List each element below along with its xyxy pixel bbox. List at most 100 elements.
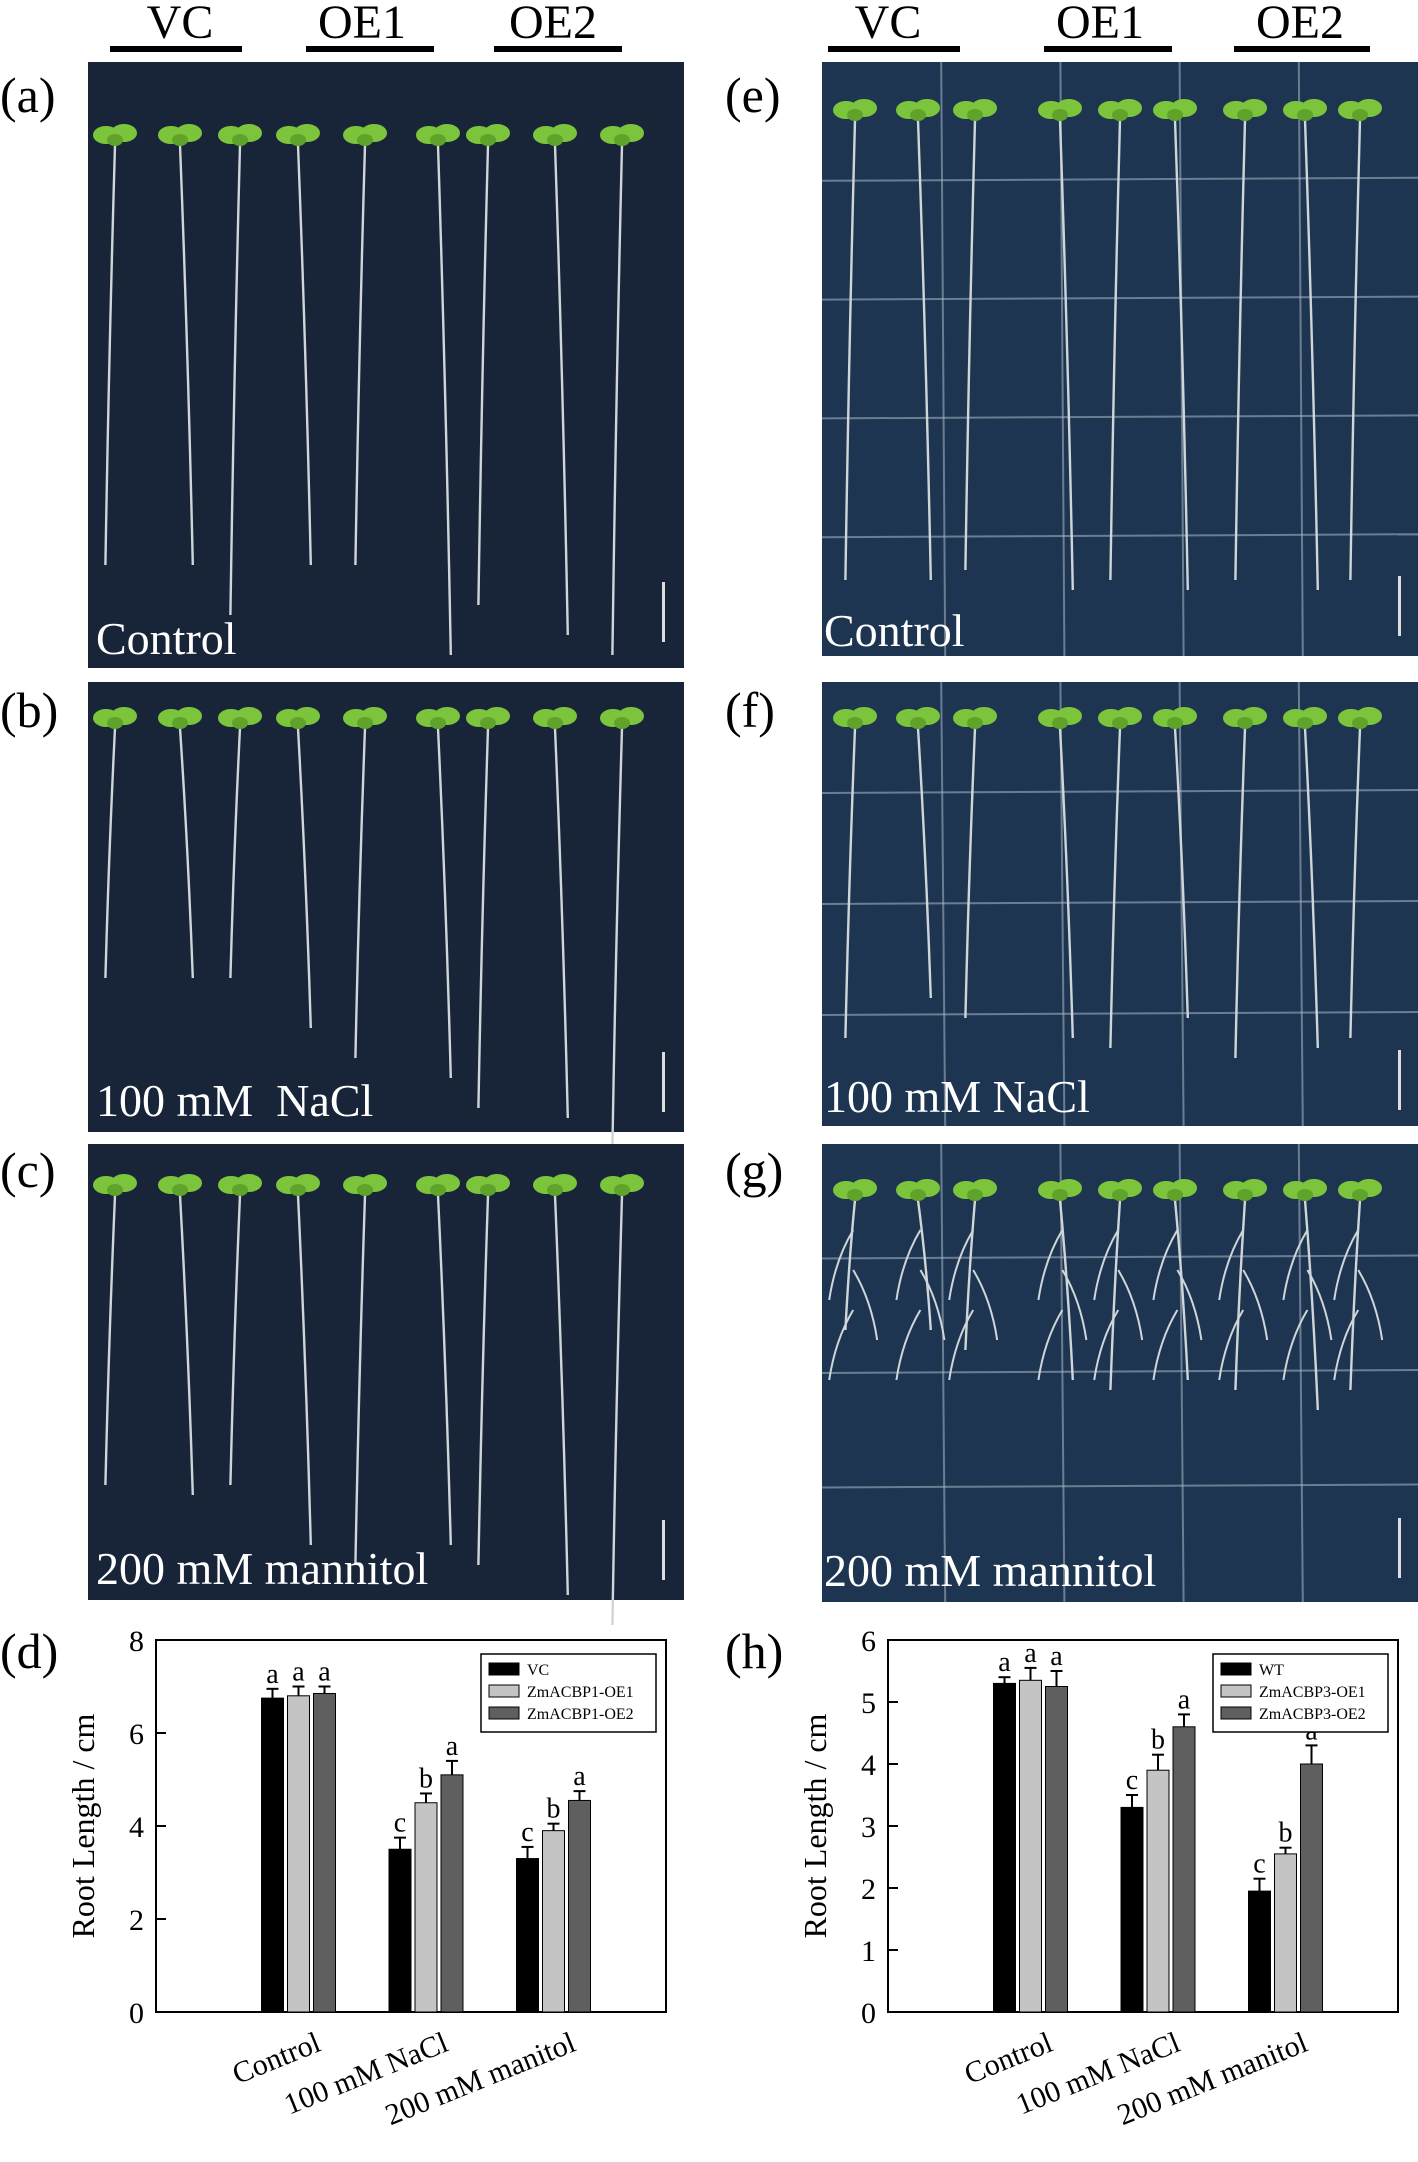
seedling-root bbox=[296, 1194, 312, 1546]
seedling-root bbox=[477, 144, 490, 606]
seedling-root bbox=[178, 1194, 194, 1496]
bar bbox=[1274, 1853, 1297, 2013]
seedling-leaf bbox=[290, 1184, 306, 1196]
seedling-lateral-root bbox=[1061, 1269, 1088, 1341]
seedling-lateral-root bbox=[1357, 1269, 1384, 1341]
seedling-leaf bbox=[547, 1184, 563, 1196]
right-group-label-oe2: OE2 bbox=[1256, 0, 1344, 49]
seedling-root bbox=[964, 119, 977, 571]
seedling-leaf bbox=[547, 134, 563, 146]
panel-letter-d: (d) bbox=[0, 1623, 58, 1679]
left-group-bar-vc bbox=[110, 46, 242, 52]
scale-bar-a bbox=[662, 582, 665, 642]
grid-line bbox=[821, 900, 1418, 905]
y-tick-label: 4 bbox=[861, 1749, 876, 1782]
legend-swatch bbox=[488, 1706, 520, 1720]
y-tick-label: 0 bbox=[861, 1997, 876, 2030]
grid-line bbox=[821, 176, 1418, 182]
scale-bar-c bbox=[662, 1520, 665, 1580]
panel-letter-a: (a) bbox=[0, 67, 56, 123]
legend-label: ZmACBP3-OE2 bbox=[1259, 1706, 1366, 1723]
grid-line bbox=[821, 295, 1418, 301]
significance-letter: a bbox=[573, 1761, 586, 1792]
seedling-leaf bbox=[1297, 1189, 1313, 1201]
grid-line bbox=[821, 1369, 1418, 1374]
photo-panel-c bbox=[88, 1144, 684, 1600]
grid-line bbox=[821, 1483, 1418, 1489]
seedling-root bbox=[1058, 1199, 1074, 1381]
left-group-label-oe2: OE2 bbox=[509, 0, 597, 49]
legend-swatch bbox=[1220, 1706, 1252, 1720]
seedling-lateral-root bbox=[1037, 1309, 1064, 1381]
bar bbox=[1300, 1763, 1323, 2013]
seedling-leaf bbox=[107, 717, 123, 729]
bar bbox=[1120, 1806, 1144, 2013]
seedling-root bbox=[477, 727, 490, 1109]
treatment-label-g: 200 mM mannitol bbox=[824, 1545, 1156, 1596]
seedling-lateral-root bbox=[972, 1269, 999, 1341]
treatment-label-a: Control bbox=[96, 613, 237, 664]
seedling-leaf bbox=[614, 717, 630, 729]
seedling-lateral-root bbox=[919, 1269, 946, 1341]
seedling-leaf bbox=[107, 1184, 123, 1196]
seedling-lateral-root bbox=[1152, 1309, 1179, 1381]
seedling-root bbox=[1058, 727, 1074, 1039]
seedlings-f bbox=[833, 707, 1382, 1059]
seedlings-e bbox=[833, 99, 1382, 591]
seedling-root bbox=[229, 144, 242, 616]
seedling-lateral-root bbox=[852, 1269, 879, 1341]
seedling-root bbox=[229, 727, 242, 979]
seedling-root bbox=[916, 1199, 932, 1331]
seedling-leaf bbox=[1352, 1189, 1368, 1201]
seedling-root bbox=[354, 727, 367, 1059]
seedling-root bbox=[1349, 727, 1362, 1039]
seedlings-b bbox=[93, 707, 644, 1149]
seedling-lateral-root bbox=[948, 1229, 975, 1301]
photo-panel-b bbox=[88, 682, 684, 1132]
seedling-lateral-root bbox=[828, 1309, 855, 1381]
right-group-headers: VC OE1 OE2 bbox=[828, 0, 1370, 52]
seedling-root bbox=[1303, 727, 1319, 1049]
left-group-bar-oe2 bbox=[494, 46, 622, 52]
grid-line bbox=[1297, 61, 1304, 657]
seedling-root bbox=[1234, 1199, 1247, 1391]
significance-letter: a bbox=[1024, 1638, 1037, 1669]
left-group-headers: VC OE1 OE2 bbox=[110, 0, 622, 52]
y-tick-label: 6 bbox=[129, 1718, 144, 1751]
seedling-lateral-root bbox=[1242, 1269, 1269, 1341]
seedling-root bbox=[104, 1194, 117, 1486]
seedling-root bbox=[611, 1194, 624, 1626]
seedling-root bbox=[229, 1194, 242, 1486]
treatment-label-f: 100 mM NaCl bbox=[824, 1071, 1090, 1122]
seedling-root bbox=[1173, 727, 1189, 1019]
seedling-leaf bbox=[967, 717, 983, 729]
seedling-root bbox=[178, 144, 194, 566]
significance-letter: a bbox=[266, 1659, 279, 1690]
seedling-root bbox=[1349, 119, 1362, 581]
seedling-leaf bbox=[290, 717, 306, 729]
seedling-lateral-root bbox=[1037, 1229, 1064, 1301]
y-tick-label: 8 bbox=[129, 1625, 144, 1658]
seedling-leaf bbox=[290, 134, 306, 146]
photo-panel-a bbox=[88, 62, 684, 668]
legend-swatch bbox=[488, 1684, 520, 1698]
seedling-leaf bbox=[1052, 1189, 1068, 1201]
seedling-root bbox=[844, 1199, 857, 1331]
bar bbox=[1146, 1769, 1170, 2013]
seedling-leaf bbox=[1112, 717, 1128, 729]
seedlings-a bbox=[93, 124, 644, 656]
seedling-root bbox=[1173, 1199, 1189, 1381]
seedling-root bbox=[178, 727, 194, 979]
seedling-leaf bbox=[967, 1189, 983, 1201]
seedling-leaf bbox=[1297, 109, 1313, 121]
scale-bar-b bbox=[662, 1052, 665, 1112]
panel-letter-h: (h) bbox=[725, 1623, 783, 1679]
seedling-root bbox=[1303, 1199, 1319, 1411]
y-tick-label: 4 bbox=[129, 1811, 144, 1844]
seedling-lateral-root bbox=[895, 1309, 922, 1381]
significance-letter: c bbox=[521, 1817, 533, 1848]
seedling-root bbox=[611, 727, 624, 1149]
seedling-root bbox=[354, 1194, 367, 1566]
seedling-root bbox=[1234, 727, 1247, 1059]
